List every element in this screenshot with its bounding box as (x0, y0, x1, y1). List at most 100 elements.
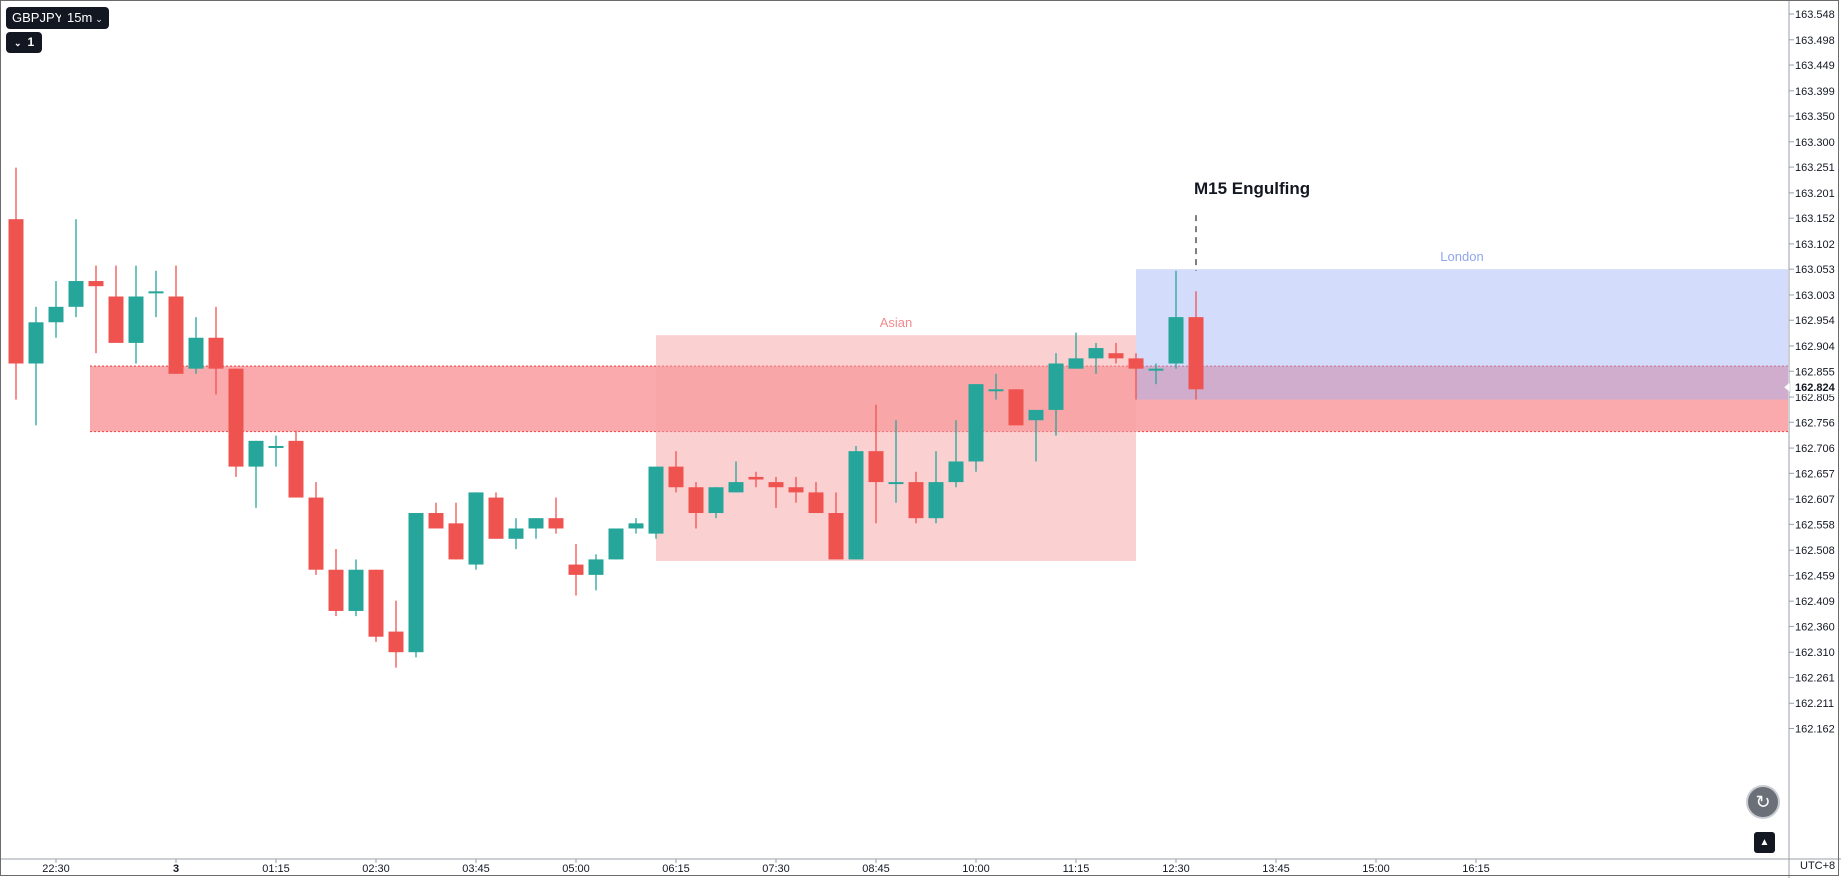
candle-body (248, 440, 264, 467)
candle-body (568, 564, 584, 575)
candle (208, 306, 224, 395)
candle (988, 373, 1004, 400)
chevron-down-icon: ⌄ (14, 38, 22, 48)
candle (368, 569, 384, 642)
price-tick-label: 163.251 (1795, 162, 1835, 174)
candle (728, 461, 744, 493)
candle (628, 518, 644, 534)
candle (168, 265, 184, 374)
time-tick-label: 16:15 (1462, 863, 1490, 875)
candle (148, 270, 164, 318)
candle (328, 549, 344, 617)
time-tick-label: 02:30 (362, 863, 390, 875)
price-tick-label: 162.459 (1795, 570, 1835, 582)
candle-body (488, 497, 504, 539)
candle (648, 466, 664, 539)
candle-body (788, 487, 804, 493)
candle (848, 445, 864, 560)
candle (888, 420, 904, 503)
candle-body (828, 513, 844, 560)
candle (688, 482, 704, 529)
candle-body (928, 482, 944, 519)
candle (348, 559, 364, 617)
candle (1028, 409, 1044, 462)
candle-body (28, 322, 44, 364)
price-tick-label: 163.152 (1795, 213, 1835, 225)
candle-body (468, 492, 484, 565)
candle-body (328, 569, 344, 611)
candle (788, 476, 804, 503)
candle-body (628, 523, 644, 529)
time-axis[interactable]: 22:30 3 01:15 02:30 03:45 05:00 06:15 07:30 08:4… (42, 859, 1490, 875)
price-axis[interactable]: 163.548 163.498 163.449 163.399 163.350 163.3… (1783, 9, 1840, 736)
candle-body (288, 440, 304, 498)
indicators-toggle-button[interactable]: ⌄ 1 (6, 32, 43, 53)
candle (748, 471, 764, 488)
symbol-button[interactable]: GBPJPY (6, 7, 70, 29)
candle (468, 492, 484, 570)
rotate-arrow-icon: ↻ (1755, 792, 1771, 812)
candle-body (448, 523, 464, 560)
price-tick-label: 163.498 (1795, 35, 1835, 47)
annotation-label: M15 Engulfing (1194, 179, 1310, 198)
last-price-pointer (1783, 381, 1791, 393)
time-tick-label: 10:00 (962, 863, 990, 875)
candle (48, 281, 64, 338)
timezone-label[interactable]: UTC+8 (1800, 860, 1836, 872)
candle (948, 420, 964, 488)
candle-body (1188, 317, 1204, 390)
candle (308, 482, 324, 575)
price-tick-label: 162.756 (1795, 417, 1835, 429)
price-tick-label: 162.508 (1795, 545, 1835, 557)
study-count: 1 (27, 35, 35, 49)
candle (608, 528, 624, 560)
candle-body (528, 518, 544, 529)
auto-scale-button[interactable]: ▲ (1754, 832, 1775, 853)
price-tick-label: 162.706 (1795, 443, 1835, 455)
candle (108, 265, 124, 343)
price-tick-label: 162.855 (1795, 366, 1835, 378)
candle-body (728, 482, 744, 493)
price-tick-label: 163.449 (1795, 60, 1835, 72)
candle-body (668, 466, 684, 488)
time-tick-label: 15:00 (1362, 863, 1390, 875)
candle (1188, 291, 1204, 400)
candle-body (88, 281, 104, 287)
candle-body (1148, 368, 1164, 371)
last-price-label: 162.824 (1795, 382, 1836, 394)
candle-body (128, 296, 144, 343)
candle (908, 471, 924, 524)
time-tick-label: 06:15 (662, 863, 690, 875)
price-tick-label: 162.558 (1795, 519, 1835, 531)
candle (1168, 270, 1184, 369)
price-tick-label: 162.261 (1795, 672, 1835, 684)
candle-body (368, 569, 384, 637)
candle-body (1028, 409, 1044, 421)
candle-body (988, 389, 1004, 392)
candle (248, 440, 264, 508)
price-tick-label: 163.300 (1795, 137, 1835, 149)
candle (1088, 342, 1104, 374)
time-tick-label: 11:15 (1063, 863, 1090, 875)
candle (388, 600, 404, 668)
candle-body (1128, 358, 1144, 369)
candle (68, 219, 84, 318)
candle-body (908, 482, 924, 519)
candle-body (588, 559, 604, 575)
candle-body (1088, 348, 1104, 359)
candle-body (68, 281, 84, 307)
annotations-layer: M15 Engulfing (1194, 179, 1310, 271)
candle-body (48, 306, 64, 323)
candle (188, 317, 204, 374)
candle (928, 451, 944, 524)
price-tick-label: 163.350 (1795, 111, 1835, 123)
candle-body (848, 451, 864, 560)
candle (228, 368, 244, 477)
candle-body (1008, 389, 1024, 426)
time-tick-label: 22:30 (42, 863, 70, 875)
candle (588, 554, 604, 591)
scroll-to-realtime-button[interactable]: ↻ (1746, 785, 1780, 819)
candle-body (388, 631, 404, 653)
interval-button[interactable]: 15m ⌄ (61, 7, 109, 29)
